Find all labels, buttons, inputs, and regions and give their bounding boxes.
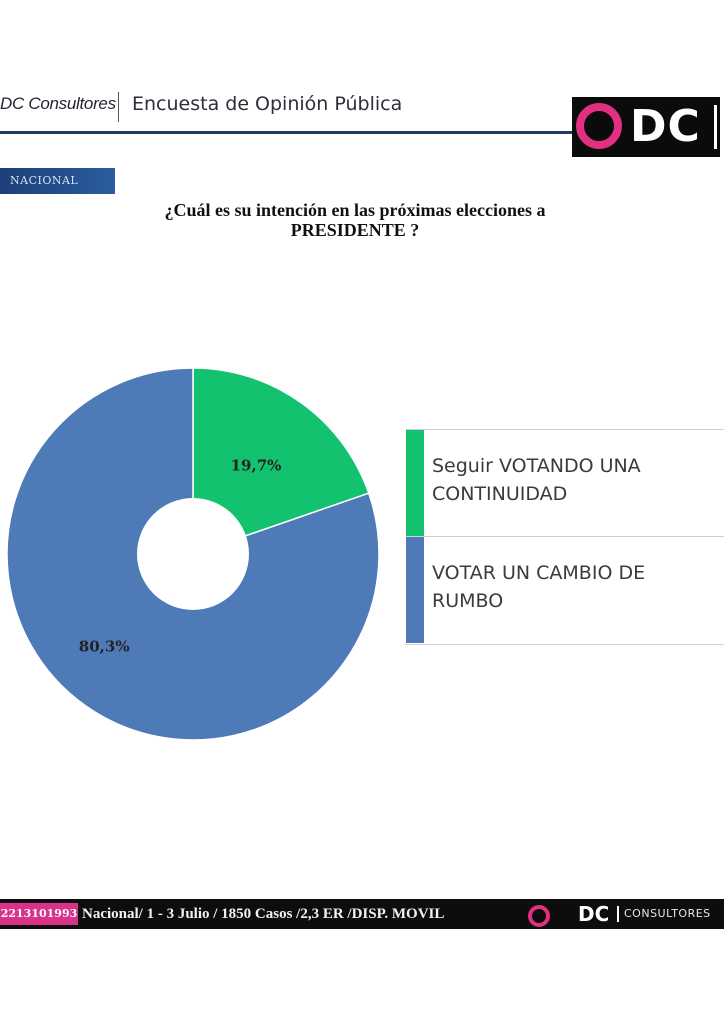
header-title: Encuesta de Opinión Pública [132,93,403,115]
footer-info: Nacional/ 1 - 3 Julio / 1850 Casos /2,3 … [82,906,445,922]
chart-title: ¿Cuál es su intención en las próximas el… [164,200,546,240]
footer-logo-ring-icon [528,905,550,927]
legend-label: Seguir VOTANDO UNA CONTINUIDAD [432,455,641,505]
slice-label-0: 19,7% [231,457,282,475]
logo-text: DC [630,101,701,152]
region-badge-label: NACIONAL [10,174,79,187]
odc-logo: DC [572,97,720,157]
legend-label: VOTAR UN CAMBIO DE RUMBO [432,562,646,612]
legend-swatch [406,430,424,536]
brand-name: DC Consultores [0,94,116,113]
region-badge: NACIONAL [0,168,115,194]
header-separator [118,92,119,122]
logo-bar [714,105,717,149]
logo-ring-icon [576,103,622,149]
footer-bar: 2213101993 Nacional/ 1 - 3 Julio / 1850 … [0,899,724,929]
chart-legend: Seguir VOTANDO UNA CONTINUIDAD VOTAR UN … [406,429,724,645]
slice-label-1: 80,3% [79,638,130,656]
pie-slice-0 [192,367,370,556]
legend-item-cambio: VOTAR UN CAMBIO DE RUMBO [406,537,724,643]
legend-item-continuidad: Seguir VOTANDO UNA CONTINUIDAD [406,430,724,536]
donut-hole [137,498,249,610]
footer-logo-text: DC [578,902,610,926]
legend-swatch [406,537,424,643]
donut-chart: 19,7% 80,3% [6,367,380,741]
header-underline [0,131,580,134]
footer-brand-suffix: CONSULTORES [624,907,711,920]
legend-divider [406,536,724,537]
footer-phone: 2213101993 [0,903,78,925]
footer-logo-bar [617,906,619,922]
